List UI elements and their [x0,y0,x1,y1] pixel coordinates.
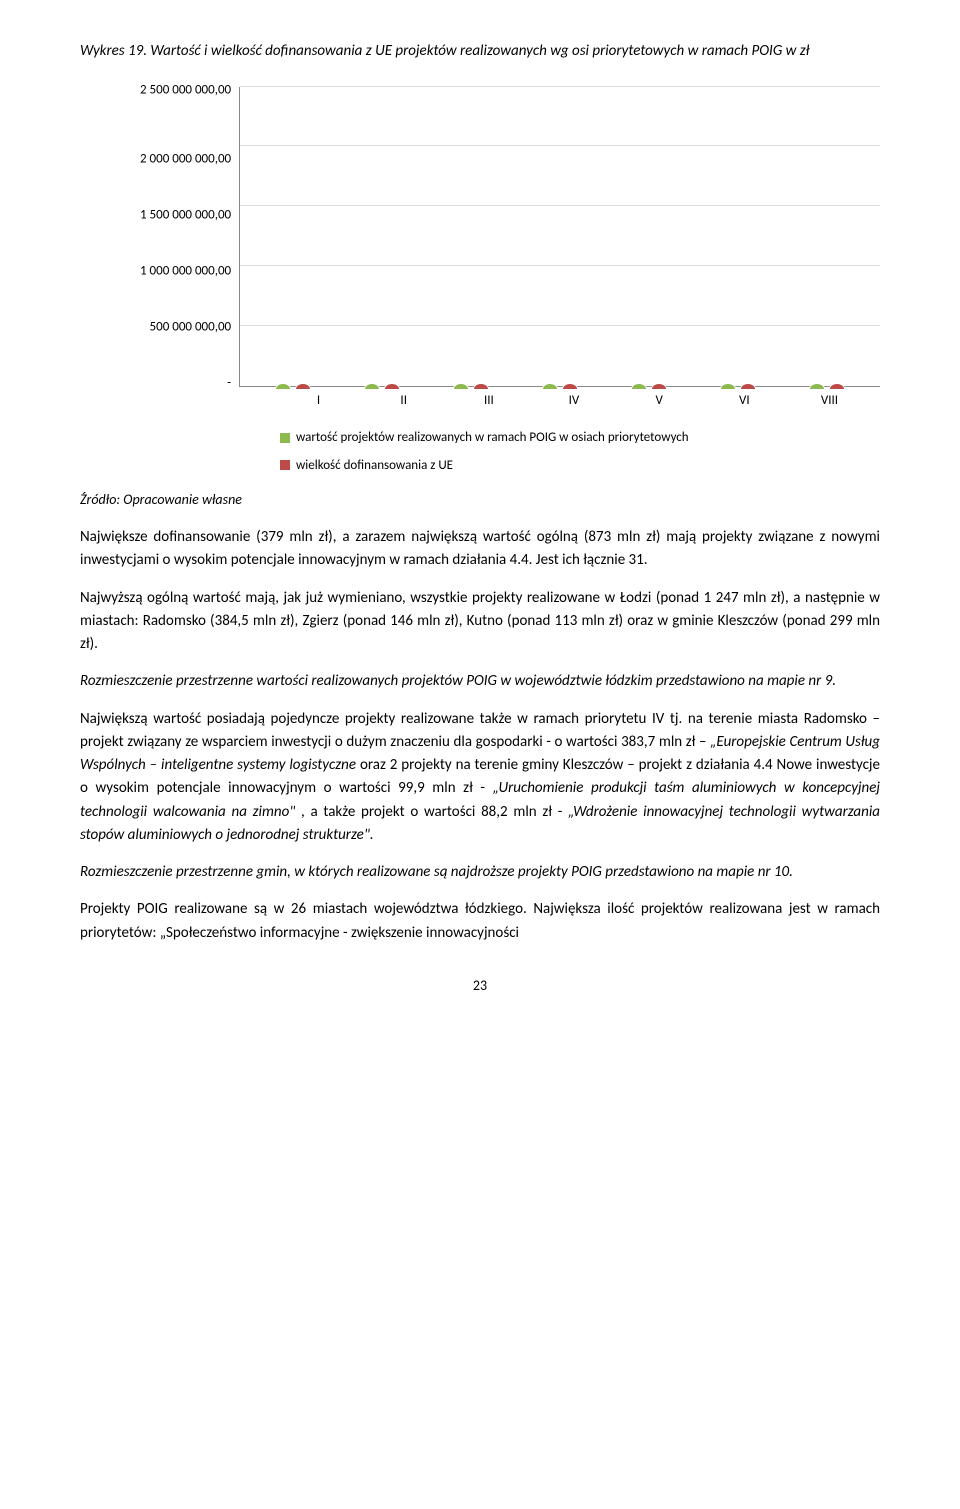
bar-group [605,385,694,386]
bar [808,385,826,386]
bar [650,385,668,386]
paragraph-1: Największe dofinansowanie (379 mln zł), … [80,526,880,573]
y-tick-label: 2 500 000 000,00 [140,80,231,100]
gridline [240,86,880,87]
legend-label: wielkość dofinansowania z UE [296,456,453,476]
x-tick-label: I [276,391,361,411]
legend-label: wartość projektów realizowanych w ramach… [296,428,689,448]
legend-item: wartość projektów realizowanych w ramach… [280,428,880,448]
chart-plot-area [239,87,880,387]
chart-caption: Wykres 19. Wartość i wielkość dofinansow… [80,40,880,63]
y-tick-label: - [227,373,231,393]
bar [541,385,559,386]
x-tick-label: III [446,391,531,411]
x-tick-label: IV [531,391,616,411]
y-tick-label: 1 000 000 000,00 [140,261,231,281]
chart-x-axis: IIIIIIIVVVIVIII [268,387,880,411]
gridline [240,325,880,326]
paragraph-3: Rozmieszczenie przestrzenne wartości rea… [80,670,880,693]
x-tick-label: VI [702,391,787,411]
bar-group [248,385,337,386]
bar [719,385,737,386]
bar-group [426,385,515,386]
x-tick-label: II [361,391,446,411]
bar [630,385,648,386]
bar-group [337,385,426,386]
page-number: 23 [80,975,880,996]
paragraph-5: Rozmieszczenie przestrzenne gmin, w któr… [80,861,880,884]
bar [294,385,312,386]
bar [561,385,579,386]
chart-source: Źródło: Opracowanie własne [80,489,880,510]
chart-legend: wartość projektów realizowanych w ramach… [280,428,880,475]
bar [383,385,401,386]
x-tick-label: V [617,391,702,411]
y-tick-label: 2 000 000 000,00 [140,149,231,169]
bar [452,385,470,386]
legend-swatch [280,460,290,470]
x-tick-label: VIII [787,391,872,411]
chart-y-axis: 2 500 000 000,002 000 000 000,001 500 00… [140,87,239,387]
bar [363,385,381,386]
gridline [240,205,880,206]
bar-group [783,385,872,386]
bar-group [694,385,783,386]
chart-container: 2 500 000 000,002 000 000 000,001 500 00… [140,87,880,476]
paragraph-2: Najwyższą ogólną wartość mają, jak już w… [80,587,880,657]
bar-group [516,385,605,386]
bar [739,385,757,386]
paragraph-6: Projekty POIG realizowane są w 26 miasta… [80,898,880,945]
y-tick-label: 1 500 000 000,00 [140,205,231,225]
p4-part-e: , a także projekt o wartości 88,2 mln zł… [295,803,568,821]
legend-item: wielkość dofinansowania z UE [280,456,880,476]
bar [274,385,292,386]
gridline [240,145,880,146]
bar [828,385,846,386]
legend-swatch [280,433,290,443]
y-tick-label: 500 000 000,00 [150,317,232,337]
paragraph-4: Największą wartość posiadają pojedyncze … [80,708,880,848]
gridline [240,265,880,266]
bar [472,385,490,386]
